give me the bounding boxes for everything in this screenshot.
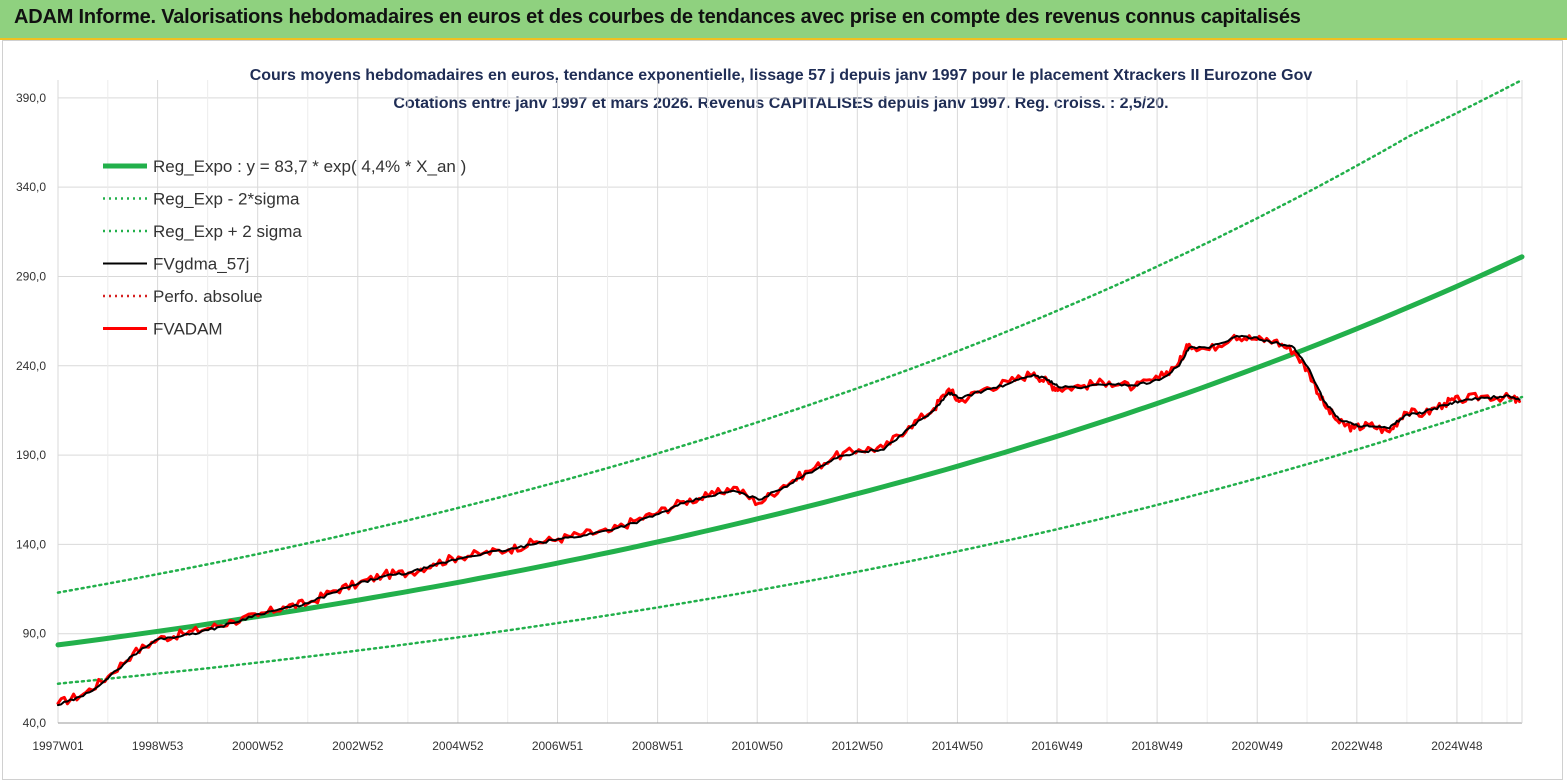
x-tick-label: 2002W52 <box>332 739 384 753</box>
legend-label: FVADAM <box>153 320 223 339</box>
series-layer <box>55 78 1525 707</box>
axes: 40,0 90,0 140,0 190,0 240,0 290,0 340,0 390,0 19… <box>16 80 1523 753</box>
y-tick-label: 340,0 <box>16 180 46 194</box>
y-tick-label: 90,0 <box>23 627 47 641</box>
legend-label: Perfo. absolue <box>153 287 263 306</box>
x-tick-label: 2006W51 <box>532 739 584 753</box>
x-tick-label: 2024W48 <box>1431 739 1483 753</box>
x-tick-label: 1997W01 <box>32 739 84 753</box>
legend: Reg_Expo : y = 83,7 * exp( 4,4% * X_an )… <box>103 157 466 339</box>
series-line-2 <box>56 78 1524 594</box>
x-tick-label: 2010W50 <box>732 739 784 753</box>
y-tick-label: 240,0 <box>16 359 46 373</box>
series-line-5 <box>56 333 1521 706</box>
page-title: ADAM Informe. Valorisations hebdomadaire… <box>14 6 1301 28</box>
chart-frame <box>2 40 1563 780</box>
x-tick-label: 2000W52 <box>232 739 284 753</box>
chart-title-line1: Cours moyens hebdomadaires en euros, ten… <box>250 67 1313 84</box>
app-banner: ADAM Informe. Valorisations hebdomadaire… <box>0 0 1567 40</box>
y-tick-label: 390,0 <box>16 91 46 105</box>
chart-title-line2: Cotations entre janv 1997 et mars 2026. … <box>393 95 1168 112</box>
series-line-1 <box>56 395 1524 685</box>
x-tick-label: 2022W48 <box>1331 739 1383 753</box>
x-tick-label: 2008W51 <box>632 739 684 753</box>
x-tick-label: 2020W49 <box>1232 739 1284 753</box>
legend-label: Reg_Exp + 2 sigma <box>153 222 302 241</box>
y-tick-label: 190,0 <box>16 448 46 462</box>
x-tick-label: 2014W50 <box>932 739 984 753</box>
y-tick-label: 290,0 <box>16 269 46 283</box>
legend-label: Reg_Expo : y = 83,7 * exp( 4,4% * X_an ) <box>153 157 466 176</box>
x-tick-label: 1998W53 <box>132 739 184 753</box>
x-tick-label: 2018W49 <box>1131 739 1183 753</box>
legend-label: FVgdma_57j <box>153 255 249 274</box>
grid <box>57 80 1522 724</box>
x-tick-label: 2012W50 <box>832 739 884 753</box>
series-line-3 <box>57 334 1521 707</box>
y-tick-label: 40,0 <box>23 716 47 730</box>
series-line-0 <box>55 254 1525 648</box>
y-tick-label: 140,0 <box>16 537 46 551</box>
x-tick-label: 2016W49 <box>1031 739 1083 753</box>
legend-label: Reg_Exp - 2*sigma <box>153 190 300 209</box>
x-tick-label: 2004W52 <box>432 739 484 753</box>
